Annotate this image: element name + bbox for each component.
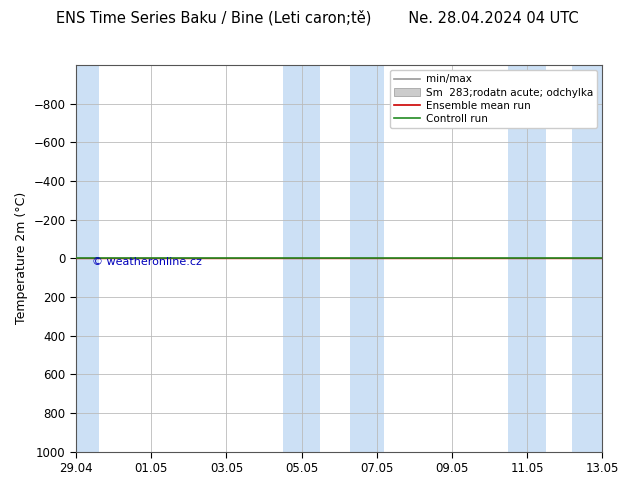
Bar [76,65,99,452]
Bar [351,65,384,452]
Bar [283,65,320,452]
Y-axis label: Temperature 2m (°C): Temperature 2m (°C) [15,192,28,324]
Bar [573,65,602,452]
Text: ENS Time Series Baku / Bine (Leti caron;tě)        Ne. 28.04.2024 04 UTC: ENS Time Series Baku / Bine (Leti caron;… [56,10,578,25]
Bar [508,65,546,452]
Legend: min/max, Sm  283;rodatn acute; odchylka, Ensemble mean run, Controll run: min/max, Sm 283;rodatn acute; odchylka, … [391,70,597,128]
Text: © weatheronline.cz: © weatheronline.cz [92,257,202,267]
